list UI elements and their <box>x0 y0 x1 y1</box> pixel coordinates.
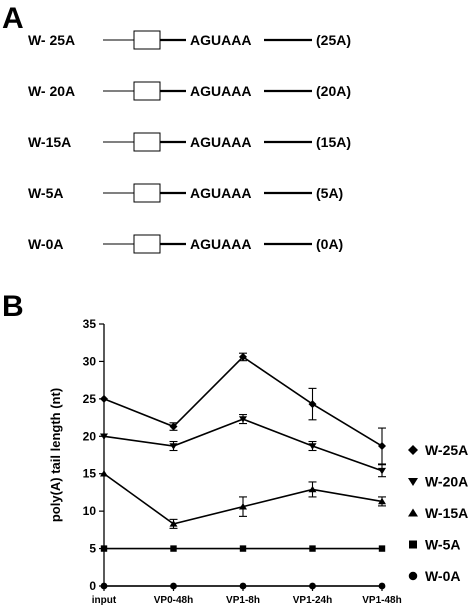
motif-label: AGUAAA <box>190 134 251 150</box>
motif-label: AGUAAA <box>190 185 251 201</box>
legend-marker <box>409 540 417 549</box>
x-tick-label: VP1-48h <box>362 595 401 606</box>
legend-item: W-5A <box>409 537 461 553</box>
series-w-5a <box>100 545 386 552</box>
construct-name: W- 25A <box>28 32 75 48</box>
tail-length-chart: poly(A) tail length (nt) 05101520253035 … <box>48 317 468 606</box>
series-line <box>103 355 383 447</box>
construct-name: W- 20A <box>28 83 75 99</box>
data-point <box>100 394 108 403</box>
coding-box <box>133 30 161 50</box>
legend-label: W-0A <box>425 568 461 584</box>
legend-label: W-20A <box>425 474 468 490</box>
construct-row: W- 20A AGUAAA (20A) <box>28 81 351 101</box>
x-tick-label: VP1-24h <box>293 595 332 606</box>
construct-name: W-0A <box>28 236 64 252</box>
tail-label: (0A) <box>316 236 343 252</box>
tail-label: (25A) <box>316 32 351 48</box>
construct-row: W-5A AGUAAA (5A) <box>28 183 343 203</box>
data-point <box>378 545 386 552</box>
y-tick-label: 30 <box>83 354 97 368</box>
data-point <box>100 582 108 590</box>
coding-box <box>133 234 161 254</box>
data-point <box>239 503 247 510</box>
tail-label: (20A) <box>316 83 351 99</box>
data-point <box>308 400 317 409</box>
coding-box <box>133 183 161 203</box>
construct-name: W-5A <box>28 185 64 201</box>
data-point <box>169 443 178 450</box>
legend-marker <box>408 508 418 517</box>
data-point <box>378 582 386 590</box>
series-w-25a <box>100 352 386 465</box>
construct-name: W-15A <box>28 134 71 150</box>
coding-box <box>133 81 161 101</box>
y-tick-label: 35 <box>83 317 97 331</box>
series-w-15a <box>100 470 386 529</box>
y-axis-title: poly(A) tail length (nt) <box>48 388 63 522</box>
data-point <box>169 520 178 527</box>
data-point <box>170 545 177 552</box>
legend-item: W-15A <box>408 505 468 521</box>
data-point <box>169 422 178 431</box>
y-tick-label: 0 <box>89 579 96 593</box>
x-tick-label: VP1-8h <box>226 595 260 606</box>
x-tick-label: VP0-48h <box>154 595 193 606</box>
series-w-20a <box>100 414 386 478</box>
construct-row: W-15A AGUAAA (15A) <box>28 132 351 152</box>
coding-box <box>133 132 161 152</box>
data-point <box>100 433 108 440</box>
y-tick-label: 25 <box>83 392 97 406</box>
y-tick-label: 15 <box>83 467 97 481</box>
x-ticks: input VP0-48h VP1-8h VP1-24h VP1-48h <box>92 586 402 606</box>
construct-diagrams: W- 25A AGUAAA (25A) W- 20A AGUAAA (20A) W-15A A… <box>28 30 351 254</box>
tail-label: (15A) <box>316 134 351 150</box>
motif-label: AGUAAA <box>190 83 251 99</box>
legend-marker <box>408 478 418 486</box>
data-point <box>378 442 386 451</box>
y-tick-label: 5 <box>89 542 96 556</box>
x-tick-label: input <box>92 595 117 606</box>
data-point <box>100 470 108 477</box>
motif-label: AGUAAA <box>190 236 251 252</box>
legend-label: W-25A <box>425 442 468 458</box>
panel-b-label: B <box>2 290 24 323</box>
construct-row: W- 25A AGUAAA (25A) <box>28 30 351 50</box>
data-point <box>100 545 108 552</box>
construct-row: W-0A AGUAAA (0A) <box>28 234 343 254</box>
data-point <box>239 352 247 361</box>
data-point <box>309 545 316 552</box>
motif-label: AGUAAA <box>190 32 251 48</box>
data-point <box>170 582 177 590</box>
data-point <box>308 443 317 450</box>
panel-a-label: A <box>2 2 24 35</box>
legend: W-25A W-20A W-15A W-5A W-0A <box>408 442 468 584</box>
data-point <box>309 582 316 590</box>
legend-item: W-25A <box>408 442 468 458</box>
legend-item: W-0A <box>408 568 461 584</box>
tail-label: (5A) <box>316 185 343 201</box>
series-layer <box>100 352 386 590</box>
legend-marker <box>408 445 418 455</box>
y-tick-label: 20 <box>83 429 97 443</box>
legend-marker <box>408 571 418 581</box>
legend-label: W-5A <box>425 537 461 553</box>
series-w-0a <box>100 582 386 590</box>
data-point <box>239 545 247 552</box>
data-point <box>378 497 386 505</box>
y-tick-label: 10 <box>83 504 97 518</box>
data-point <box>239 582 247 590</box>
legend-label: W-15A <box>425 505 468 521</box>
legend-item: W-20A <box>408 474 468 490</box>
series-line <box>103 418 383 472</box>
data-point <box>308 485 317 493</box>
data-point <box>378 467 386 475</box>
y-ticks: 0 5 10 15 20 25 30 35 <box>83 317 104 593</box>
data-point <box>239 416 247 423</box>
